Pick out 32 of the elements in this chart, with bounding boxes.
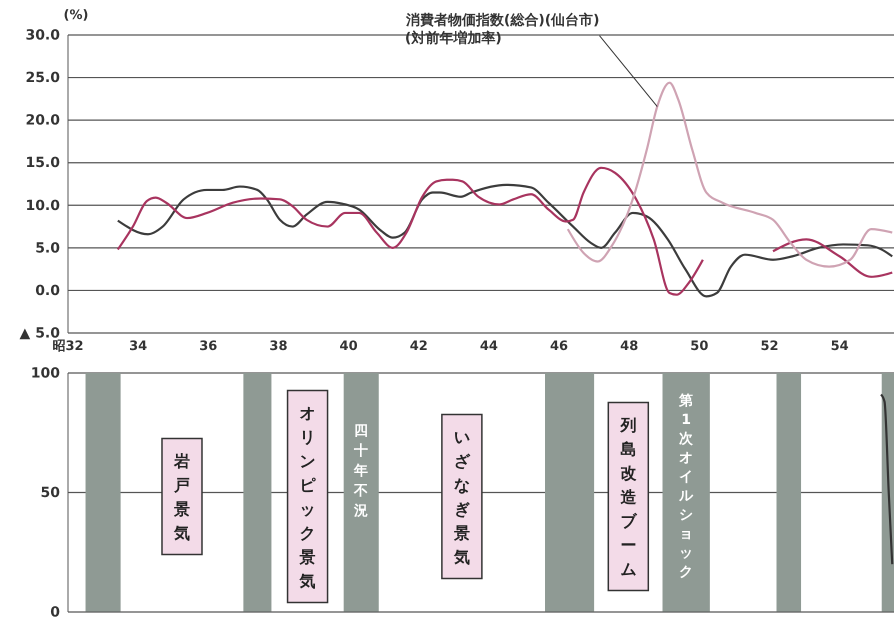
x-tick-label: 34 <box>129 339 148 354</box>
y-tick-label: 5.0 <box>35 240 60 256</box>
x-tick-label: 54 <box>830 339 849 354</box>
x-tick-label: 36 <box>199 339 218 354</box>
x-tick-label: 50 <box>690 339 708 354</box>
annotation: いざなぎ景気 <box>452 428 471 566</box>
y-tick-label: 25.0 <box>25 70 60 86</box>
y-axis-title: (%) <box>64 8 88 23</box>
x-tick-label: 44 <box>480 339 498 354</box>
x-tick-label: 52 <box>760 339 779 354</box>
y-tick-label: 0 <box>50 604 60 617</box>
x-tick-label: 40 <box>340 339 358 354</box>
line-series <box>880 393 894 566</box>
y-tick-label: 30.0 <box>25 27 60 44</box>
x-tick-label: 42 <box>410 339 428 354</box>
y-tick-label: 10.0 <box>25 198 60 214</box>
text: 消費者物価指数(総合)(仙台市) (対前年増加率) <box>404 12 600 47</box>
x-tick-label: 48 <box>620 339 638 354</box>
y-tick-label: 20.0 <box>25 112 60 129</box>
line-series <box>566 82 894 268</box>
text: 第1次オイルショック <box>679 393 694 580</box>
annotation: 列島改造ブーム <box>619 416 638 578</box>
x-tick-label: 昭32 <box>52 339 84 354</box>
y-tick-label: 15.0 <box>25 155 60 172</box>
annotation: オリンピック景気 <box>298 404 317 590</box>
y-tick-label: 100 <box>30 365 60 382</box>
band-label: 四十年不況 <box>353 423 368 519</box>
annotation: 岩戸景気 <box>172 452 190 542</box>
y-tick-label: 50 <box>40 484 60 501</box>
x-tick-label: 46 <box>550 339 568 354</box>
y-tick-label: 0.0 <box>35 282 60 299</box>
x-tick-label: 38 <box>269 339 288 354</box>
